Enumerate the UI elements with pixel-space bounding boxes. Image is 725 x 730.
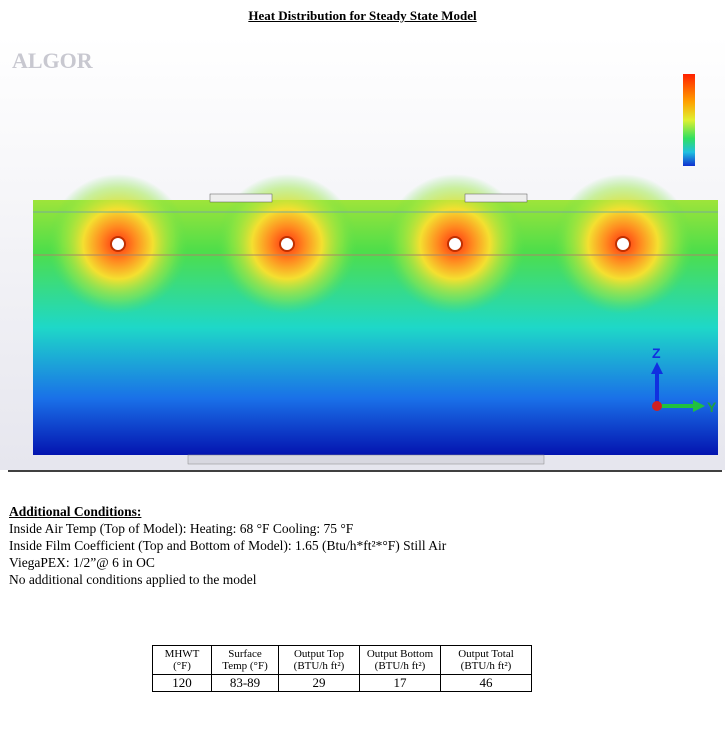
cell: 46 — [440, 674, 532, 692]
probe — [464, 193, 528, 203]
heading: Additional Conditions: — [9, 504, 142, 519]
line: Inside Air Temp (Top of Model): Heating:… — [9, 521, 354, 536]
axis-triad — [651, 362, 705, 412]
axis-label: Z — [652, 345, 661, 361]
line: ViegaPEX: 1/2”@ 6 in OC — [9, 555, 155, 570]
cell: 120 — [152, 674, 212, 692]
header-cell: Output Total (BTU/h ft²) — [440, 645, 532, 675]
figure: ALGOR Z Y — [0, 36, 725, 472]
results-table: MHWT (°F) Surface Temp (°F) Output Top (… — [152, 645, 532, 692]
legend-bar — [683, 74, 695, 166]
title: Heat Distribution for Steady State Model — [248, 8, 477, 23]
base — [187, 454, 545, 465]
pipes — [48, 174, 693, 314]
cell: 83-89 — [211, 674, 279, 692]
header-cell: MHWT (°F) — [152, 645, 212, 675]
cell: 17 — [359, 674, 441, 692]
header-cell: Surface Temp (°F) — [211, 645, 279, 675]
header-cell: Output Top (BTU/h ft²) — [278, 645, 360, 675]
header-cell: Output Bottom (BTU/h ft²) — [359, 645, 441, 675]
axis-label: Y — [707, 399, 717, 415]
line: No additional conditions applied to the … — [9, 572, 257, 587]
line: Inside Film Coefficient (Top and Bottom … — [9, 538, 447, 553]
probe — [209, 193, 273, 203]
logo: ALGOR — [12, 48, 94, 73]
conditions: Additional Conditions: Inside Air Temp (… — [9, 503, 446, 588]
cell: 29 — [278, 674, 360, 692]
